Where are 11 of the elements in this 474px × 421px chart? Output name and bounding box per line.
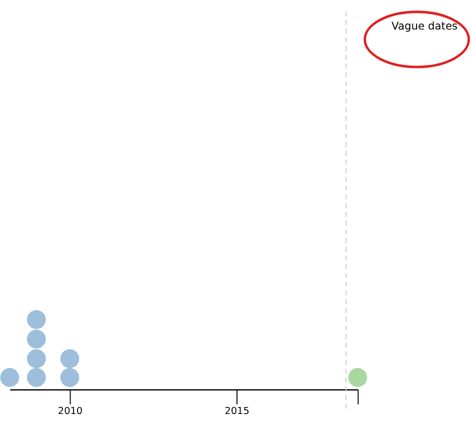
point bbox=[26, 368, 46, 387]
x-tick-label: 2010 bbox=[58, 406, 83, 418]
point bbox=[60, 349, 80, 368]
point bbox=[0, 368, 20, 387]
text: Vague dates bbox=[392, 20, 458, 33]
x-tick-label: 2015 bbox=[224, 406, 250, 418]
point bbox=[348, 368, 368, 387]
point bbox=[60, 368, 80, 387]
point bbox=[26, 349, 46, 368]
point bbox=[26, 330, 46, 349]
point bbox=[26, 310, 46, 329]
